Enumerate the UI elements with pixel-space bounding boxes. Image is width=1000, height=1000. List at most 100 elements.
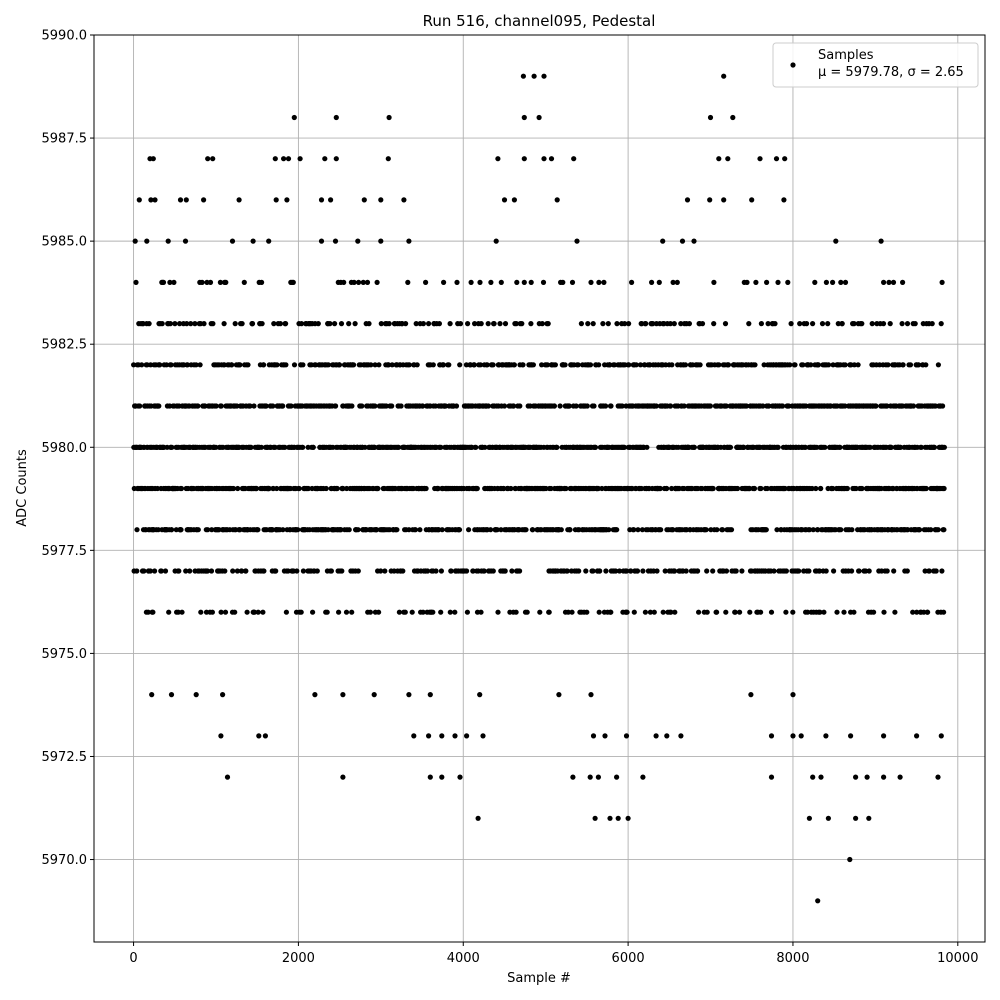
data-point xyxy=(197,362,203,368)
data-point xyxy=(184,362,191,368)
data-point xyxy=(904,568,910,574)
data-point xyxy=(205,527,211,533)
data-point xyxy=(691,444,698,450)
data-point xyxy=(634,568,641,574)
data-point xyxy=(530,362,537,368)
data-point xyxy=(780,403,786,409)
data-point xyxy=(775,279,781,285)
x-tick-label: 8000 xyxy=(776,951,809,966)
data-point xyxy=(654,568,660,574)
data-point xyxy=(668,609,674,615)
data-point xyxy=(328,197,334,203)
data-point xyxy=(378,197,384,203)
data-point xyxy=(427,692,433,698)
data-point xyxy=(899,321,905,327)
data-point xyxy=(885,362,891,368)
data-point xyxy=(314,568,320,574)
data-point xyxy=(651,609,657,615)
data-point xyxy=(364,279,371,285)
data-point xyxy=(695,568,701,574)
data-point xyxy=(668,403,674,409)
data-point xyxy=(816,568,823,574)
data-point xyxy=(672,609,678,615)
data-point xyxy=(355,527,361,533)
data-point xyxy=(133,279,139,285)
data-point xyxy=(554,444,560,450)
data-point xyxy=(272,156,278,162)
data-point xyxy=(530,527,536,533)
data-point xyxy=(790,609,796,615)
data-point xyxy=(290,279,296,285)
data-point xyxy=(880,321,887,327)
data-point xyxy=(822,444,828,450)
data-point xyxy=(457,362,463,368)
data-point xyxy=(221,321,227,327)
data-point xyxy=(338,527,344,533)
data-point xyxy=(210,156,216,162)
data-point xyxy=(232,609,238,615)
data-point xyxy=(255,527,261,533)
data-point xyxy=(678,733,684,739)
data-point xyxy=(517,568,523,574)
data-point xyxy=(584,403,590,409)
data-point xyxy=(591,403,597,409)
data-point xyxy=(502,568,508,574)
data-point xyxy=(830,485,836,492)
data-point xyxy=(283,609,289,615)
data-point xyxy=(498,279,504,285)
data-point xyxy=(622,321,628,327)
data-point xyxy=(511,362,517,368)
data-point xyxy=(398,403,404,409)
data-point xyxy=(867,444,873,450)
data-point xyxy=(844,485,851,492)
data-point xyxy=(725,362,732,368)
data-point xyxy=(809,485,815,492)
data-point xyxy=(439,733,445,739)
data-point xyxy=(744,279,750,285)
data-point xyxy=(710,485,716,492)
data-point xyxy=(253,485,260,492)
data-point xyxy=(171,279,177,285)
data-point xyxy=(464,609,470,615)
data-point xyxy=(201,197,207,203)
data-point xyxy=(477,362,484,368)
data-point xyxy=(747,609,753,615)
data-point xyxy=(165,238,171,244)
data-point xyxy=(259,321,265,327)
x-axis-ticks: 0 2000 4000 6000 8000 10000 xyxy=(129,942,978,966)
data-point xyxy=(262,733,268,739)
data-point xyxy=(298,321,305,327)
data-point xyxy=(722,321,729,327)
data-point xyxy=(134,568,140,574)
data-point xyxy=(813,485,819,492)
data-point xyxy=(447,609,453,615)
data-point xyxy=(752,362,758,368)
data-point xyxy=(520,362,526,368)
data-point xyxy=(707,403,714,409)
data-point xyxy=(485,403,491,409)
data-point xyxy=(420,403,426,409)
data-point xyxy=(696,609,702,615)
data-point xyxy=(783,609,789,615)
data-point xyxy=(931,444,938,450)
data-point xyxy=(383,403,389,409)
data-point xyxy=(583,568,589,574)
data-point xyxy=(772,321,778,327)
data-point xyxy=(294,568,300,574)
data-point xyxy=(859,485,865,492)
data-point xyxy=(155,527,161,533)
data-point xyxy=(184,321,190,327)
data-point xyxy=(531,73,537,79)
data-point xyxy=(723,609,729,615)
data-point xyxy=(625,815,631,821)
data-point xyxy=(823,568,829,574)
data-point xyxy=(560,279,566,285)
data-point xyxy=(904,321,911,327)
data-point xyxy=(464,568,470,574)
data-point xyxy=(338,321,345,327)
data-point xyxy=(710,568,716,574)
data-point xyxy=(910,403,917,409)
data-point xyxy=(423,485,429,492)
data-point xyxy=(660,238,666,244)
data-point xyxy=(349,403,355,409)
